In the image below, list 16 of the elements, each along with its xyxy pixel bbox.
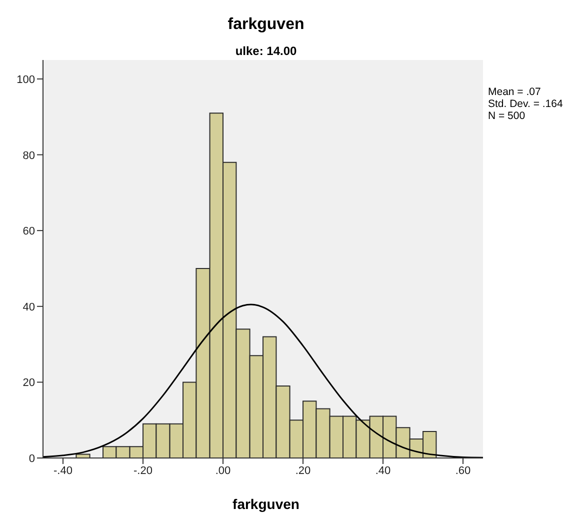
y-tick-label: 20 bbox=[22, 377, 35, 390]
x-tick-label: .00 bbox=[215, 464, 231, 477]
chart-title: farkguven bbox=[226, 16, 306, 34]
x-tick-label: .20 bbox=[295, 464, 311, 477]
x-tick-label: .60 bbox=[455, 464, 471, 477]
x-tick-label: -.20 bbox=[134, 464, 152, 477]
x-tick-label: -.40 bbox=[54, 464, 72, 477]
chart-subtitle: ulke: 14.00 bbox=[234, 44, 298, 58]
y-tick-label: 100 bbox=[16, 74, 35, 86]
x-axis-title: farkguven bbox=[232, 496, 300, 512]
y-tick-label: 60 bbox=[22, 226, 35, 238]
x-tick-label: .40 bbox=[375, 464, 391, 477]
y-tick-label: 0 bbox=[28, 453, 35, 465]
text: Mean = .07 Std. Dev. = .164 N = 500 bbox=[488, 86, 563, 122]
y-tick-label: 40 bbox=[22, 301, 35, 314]
y-tick-label: 80 bbox=[22, 150, 35, 162]
